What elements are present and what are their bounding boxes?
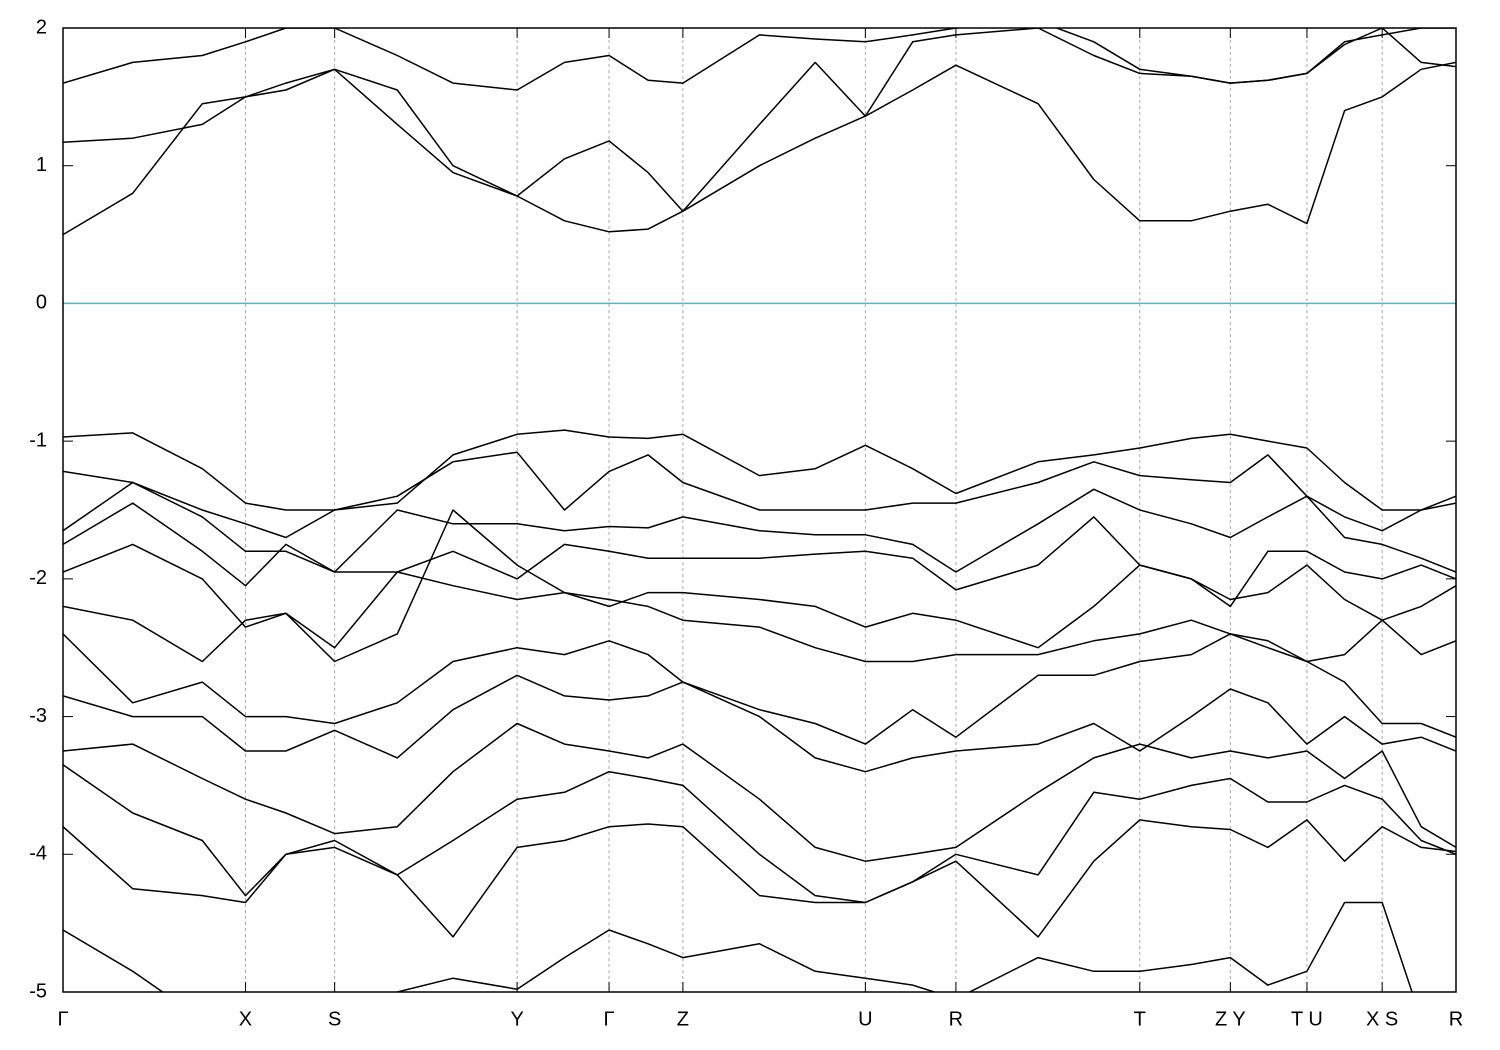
band-line [63, 509, 1456, 663]
y-tick-label: -5 [29, 980, 47, 1002]
y-tick-label: 1 [36, 154, 47, 176]
band-line [63, 502, 1456, 608]
band-line [63, 722, 1456, 862]
band-line [63, 28, 1456, 91]
x-tick-label: T U [1291, 1008, 1323, 1030]
y-tick-label: -2 [29, 567, 47, 589]
band-line [63, 633, 1456, 745]
plot-frame [62, 27, 1457, 993]
band-line [63, 764, 1456, 904]
x-tick-label: Z [677, 1008, 689, 1030]
x-tick-label: T [1134, 1008, 1146, 1030]
labels-layer: -5 -4 -3 -2 -1 0 1 2 Γ X S Y Γ Z U R T Z Y T U X S R [29, 16, 1463, 1030]
x-tick-label: X [239, 1008, 252, 1030]
band-line [63, 451, 1456, 539]
band-line [63, 674, 1456, 773]
y-tick-label: -3 [29, 705, 47, 727]
x-tick-label: Γ [57, 1008, 68, 1030]
band-line [63, 481, 1456, 573]
x-tick-label: X S [1366, 1008, 1398, 1030]
x-tick-label: Y [510, 1008, 523, 1030]
band-line [63, 901, 1413, 992]
band-line [63, 819, 1456, 938]
x-tick-label: S [328, 1008, 341, 1030]
bands-layer [63, 28, 1456, 992]
band-line [63, 429, 1456, 511]
x-tick-label: Γ [604, 1008, 615, 1030]
band-line [63, 61, 1456, 236]
x-tick-label: R [949, 1008, 963, 1030]
band-line [63, 543, 1456, 649]
y-tick-label: 0 [36, 292, 47, 314]
y-tick-label: 2 [36, 16, 47, 38]
x-tick-label: U [858, 1008, 872, 1030]
y-tick-label: -4 [29, 843, 47, 865]
x-tick-label: Z Y [1215, 1008, 1246, 1030]
x-tick-label: R [1449, 1008, 1463, 1030]
band-line [63, 28, 1456, 212]
y-tick-label: -1 [29, 429, 47, 451]
